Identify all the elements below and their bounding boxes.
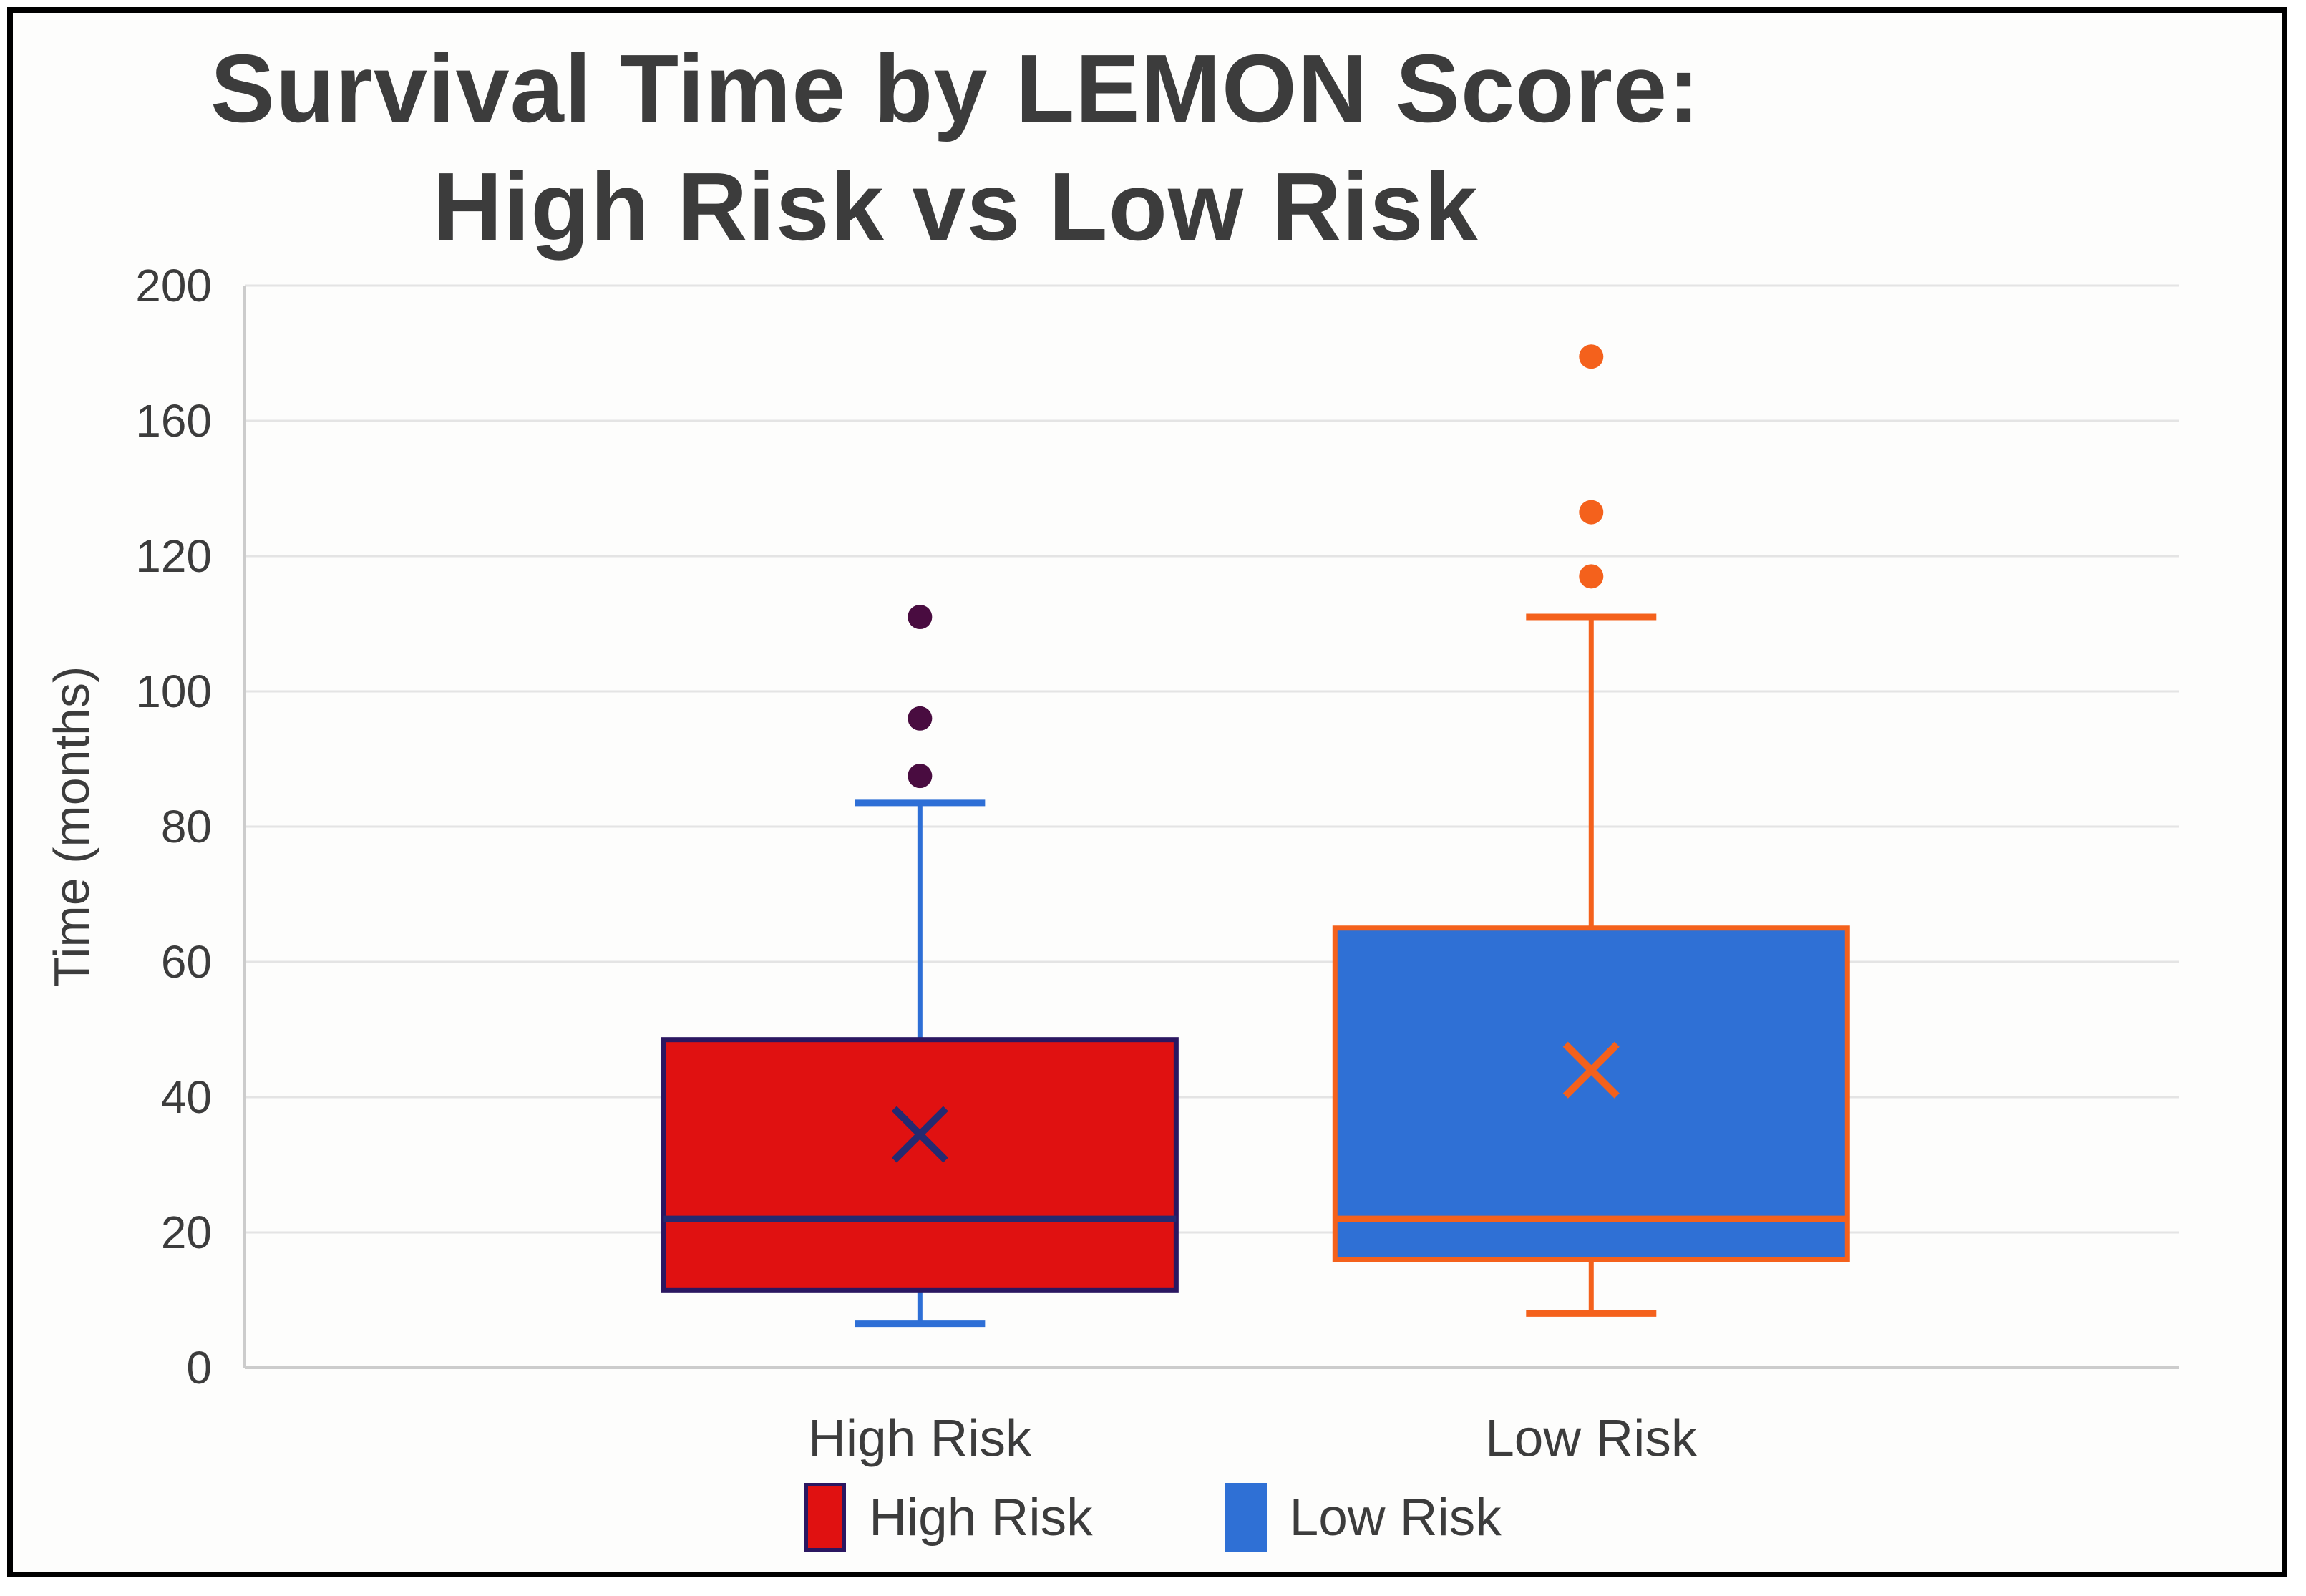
legend-label-low-risk: Low Risk bbox=[1289, 1488, 1502, 1547]
chart-outer-border bbox=[7, 7, 2287, 1577]
outlier-dot-low-risk bbox=[1579, 500, 1604, 525]
mean-marker-low-risk bbox=[1562, 1041, 1620, 1099]
mean-marker-high-risk bbox=[891, 1106, 948, 1163]
box-high-risk bbox=[661, 1037, 1179, 1293]
y-tick-label-160: 160 bbox=[135, 395, 212, 447]
y-tick-label-40: 40 bbox=[161, 1071, 212, 1123]
chart-title-line1: Survival Time by LEMON Score: bbox=[210, 34, 1701, 142]
y-tick-label-120: 120 bbox=[135, 530, 212, 582]
box-low-risk bbox=[1332, 925, 1850, 1262]
outlier-dot-high-risk bbox=[908, 605, 933, 630]
legend-entry-low-risk: Low Risk bbox=[1225, 1483, 1502, 1552]
y-tick-label-60: 60 bbox=[161, 936, 212, 988]
legend-swatch-high-risk bbox=[804, 1483, 847, 1552]
y-tick-label-20: 20 bbox=[161, 1207, 212, 1258]
y-tick-label-100: 100 bbox=[135, 666, 212, 717]
legend-label-high-risk: High Risk bbox=[869, 1488, 1093, 1547]
legend: High Risk Low Risk bbox=[0, 1483, 2306, 1552]
chart-title: Survival Time by LEMON Score: High Risk … bbox=[0, 30, 1911, 266]
y-tick-label-80: 80 bbox=[161, 801, 212, 852]
category-label-low-risk: Low Risk bbox=[1485, 1410, 1698, 1468]
legend-entry-high-risk: High Risk bbox=[804, 1483, 1093, 1552]
legend-swatch-low-risk bbox=[1225, 1483, 1267, 1552]
chart-title-line2: High Risk vs Low Risk bbox=[432, 152, 1479, 261]
outlier-dot-low-risk bbox=[1579, 344, 1604, 369]
y-tick-label-200: 200 bbox=[135, 260, 212, 311]
outlier-dot-low-risk bbox=[1579, 564, 1604, 589]
y-tick-label-0: 0 bbox=[186, 1342, 212, 1393]
outlier-dot-high-risk bbox=[908, 764, 933, 789]
outlier-dot-high-risk bbox=[908, 706, 933, 731]
category-label-high-risk: High Risk bbox=[808, 1410, 1032, 1468]
